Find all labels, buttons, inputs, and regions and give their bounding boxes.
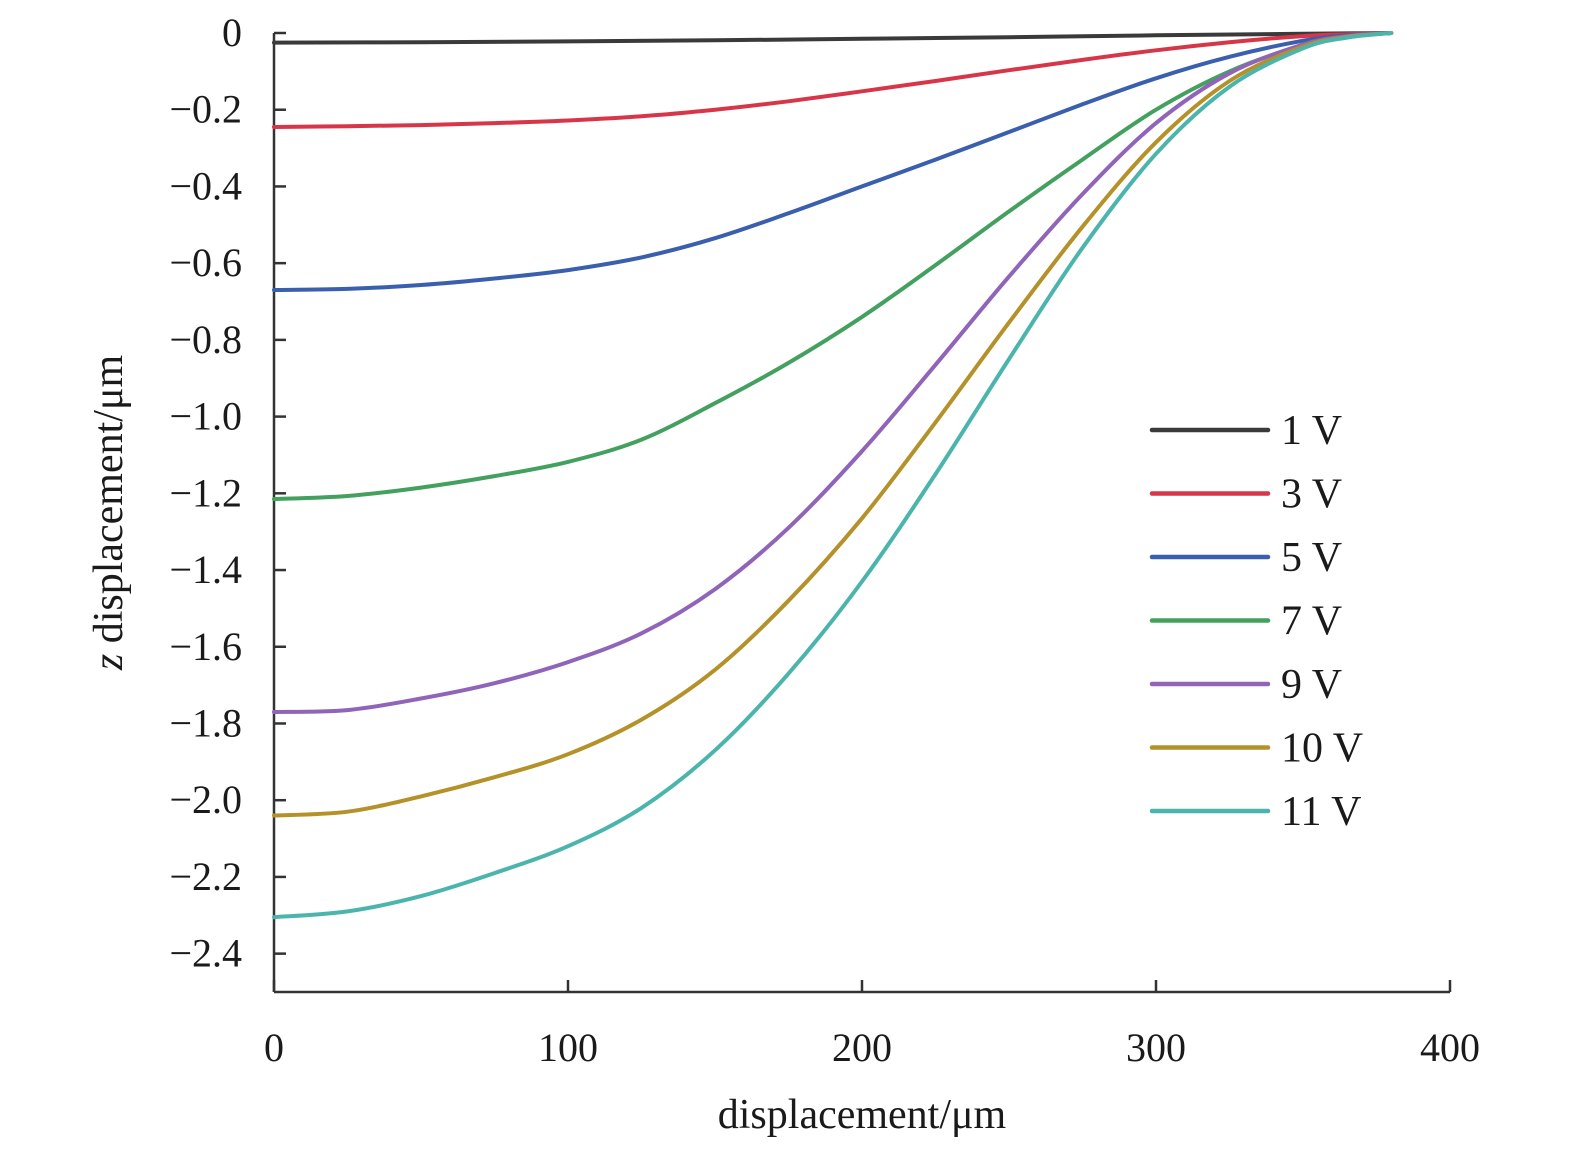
series-line-9v: [272, 31, 1394, 714]
y-axis-title-variable: z: [86, 654, 132, 671]
y-tick-label: −1.0: [169, 394, 242, 439]
y-tick-label: −0.6: [169, 240, 242, 285]
y-tick-label: −2.0: [169, 777, 242, 822]
legend-label: 7 V: [1281, 599, 1342, 645]
legend-label: 11 V: [1281, 789, 1362, 835]
legend-label: 3 V: [1281, 472, 1342, 518]
x-tick-label: 200: [832, 1025, 892, 1070]
y-tick-label: −2.2: [169, 854, 242, 899]
x-tick-label: 0: [264, 1025, 284, 1070]
y-tick-label: −1.6: [169, 624, 242, 669]
y-tick-label: −1.2: [169, 470, 242, 515]
axes: 0 −0.2 −0.4 −0.6 −0.8 −1.0 −1.2 −1.4 −1.6 −1.8 −2.…: [169, 10, 1480, 1070]
series-layer: [272, 31, 1394, 920]
y-tick-label: −2.4: [169, 931, 242, 976]
y-tick-label: 0: [222, 10, 242, 55]
series-line-11v: [272, 31, 1394, 920]
legend-label: 10 V: [1281, 726, 1363, 772]
y-tick-label: −1.8: [169, 700, 242, 745]
legend-label: 5 V: [1281, 535, 1342, 581]
y-tick-label: −0.2: [169, 87, 242, 132]
series-line-3v: [272, 31, 1394, 129]
x-tick-label: 100: [538, 1025, 598, 1070]
legend-label: 1 V: [1281, 408, 1342, 454]
series-line-10v: [272, 31, 1394, 818]
x-axis-title: displacement/μm: [718, 1092, 1007, 1138]
y-tick-label: −1.4: [169, 547, 242, 592]
x-tick-label: 400: [1420, 1025, 1480, 1070]
series-line-5v: [272, 31, 1394, 292]
y-axis-title-unit: displacement/μm: [86, 355, 132, 654]
legend: 1 V 3 V 5 V 7 V 9 V 10 V 11 V: [1149, 408, 1363, 835]
x-tick-label: 300: [1126, 1025, 1186, 1070]
legend-label: 9 V: [1281, 662, 1342, 708]
y-tick-label: −0.4: [169, 163, 242, 208]
y-axis-title: z displacement/μm: [86, 355, 132, 672]
y-tick-label: −0.8: [169, 317, 242, 362]
series-line-1v: [272, 31, 1394, 45]
